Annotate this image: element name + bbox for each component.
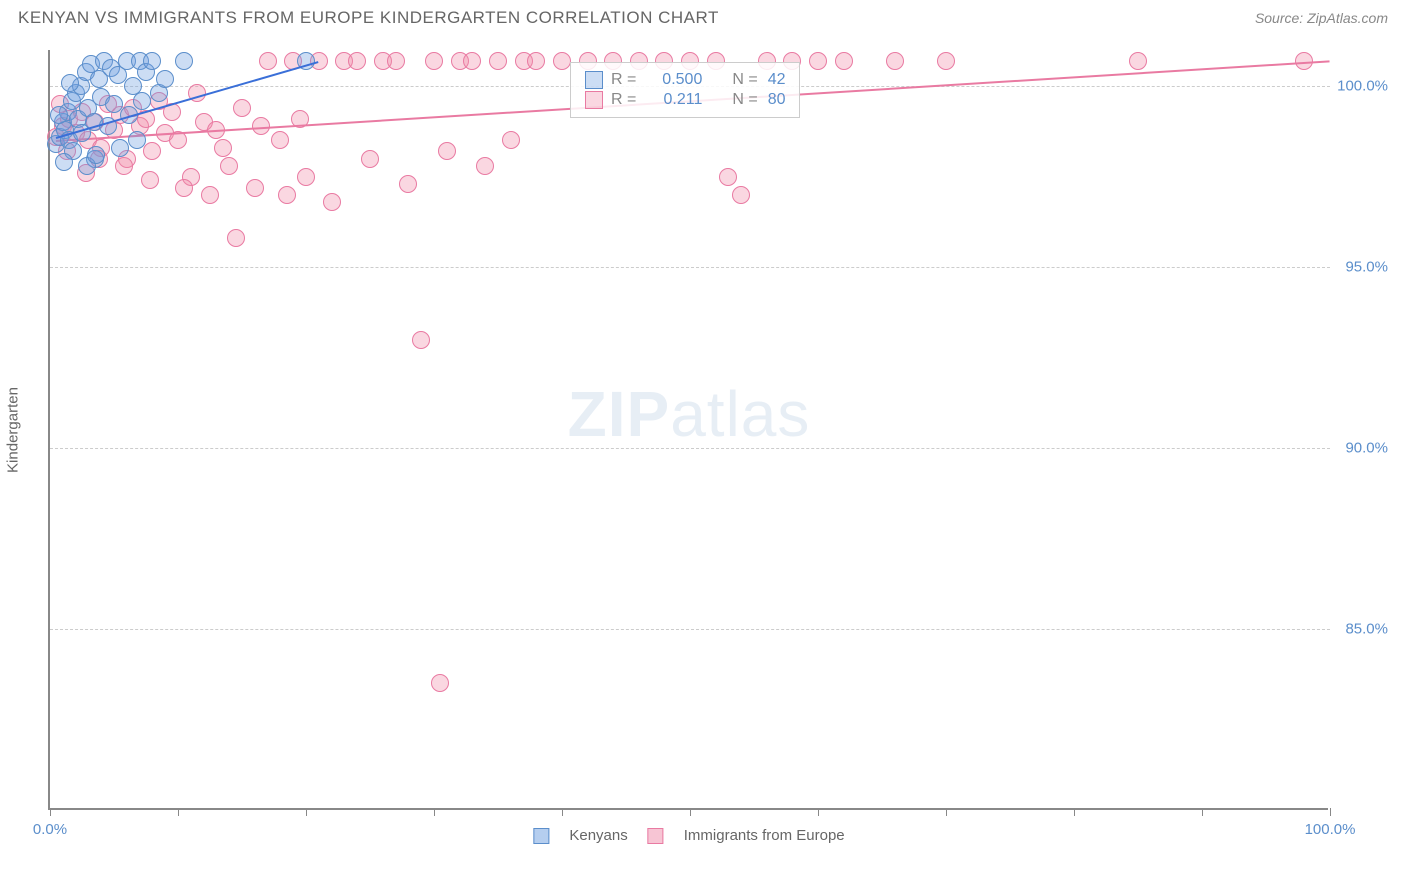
- scatter-point: [201, 186, 219, 204]
- legend-n-value: 80: [768, 91, 786, 109]
- scatter-point: [719, 168, 737, 186]
- scatter-point: [61, 74, 79, 92]
- legend-n-label: N =: [732, 71, 757, 89]
- legend-row: R = 0.211 N = 80: [585, 91, 785, 109]
- scatter-point: [175, 52, 193, 70]
- x-tick: [1202, 808, 1203, 816]
- legend-swatch: [533, 828, 549, 844]
- scatter-point: [399, 175, 417, 193]
- legend-r-label: R =: [611, 91, 636, 109]
- x-tick: [1330, 808, 1331, 816]
- scatter-point: [732, 186, 750, 204]
- chart-header: KENYAN VS IMMIGRANTS FROM EUROPE KINDERG…: [0, 0, 1406, 32]
- chart-source: Source: ZipAtlas.com: [1255, 10, 1388, 26]
- scatter-point: [835, 52, 853, 70]
- legend-r-label: R =: [611, 71, 636, 89]
- scatter-point: [937, 52, 955, 70]
- scatter-point: [128, 131, 146, 149]
- grid-line: [50, 629, 1330, 630]
- legend-series-label: Immigrants from Europe: [684, 827, 845, 844]
- watermark: ZIPatlas: [568, 377, 811, 451]
- scatter-point: [246, 179, 264, 197]
- scatter-point: [463, 52, 481, 70]
- scatter-point: [87, 146, 105, 164]
- legend-row: R = 0.500 N = 42: [585, 71, 785, 89]
- scatter-point: [278, 186, 296, 204]
- scatter-point: [425, 52, 443, 70]
- scatter-point: [143, 142, 161, 160]
- y-tick-label: 95.0%: [1333, 259, 1388, 276]
- x-tick: [50, 808, 51, 816]
- x-tick: [306, 808, 307, 816]
- x-tick: [562, 808, 563, 816]
- x-tick: [178, 808, 179, 816]
- scatter-point: [133, 92, 151, 110]
- scatter-point: [1129, 52, 1147, 70]
- legend-n-value: 42: [768, 71, 786, 89]
- scatter-point: [271, 131, 289, 149]
- x-tick: [818, 808, 819, 816]
- x-tick: [434, 808, 435, 816]
- scatter-point: [412, 331, 430, 349]
- scatter-point: [220, 157, 238, 175]
- scatter-point: [227, 229, 245, 247]
- scatter-point: [489, 52, 507, 70]
- grid-line: [50, 267, 1330, 268]
- legend-swatch: [585, 91, 603, 109]
- y-tick-label: 100.0%: [1333, 78, 1388, 95]
- scatter-point: [297, 168, 315, 186]
- y-axis-label: Kindergarten: [5, 387, 22, 473]
- scatter-point: [323, 193, 341, 211]
- scatter-point: [476, 157, 494, 175]
- scatter-point: [553, 52, 571, 70]
- scatter-point: [361, 150, 379, 168]
- x-tick: [946, 808, 947, 816]
- y-tick-label: 90.0%: [1333, 440, 1388, 457]
- scatter-point: [50, 106, 68, 124]
- scatter-point: [809, 52, 827, 70]
- scatter-point: [214, 139, 232, 157]
- scatter-point: [438, 142, 456, 160]
- scatter-point: [348, 52, 366, 70]
- scatter-point: [886, 52, 904, 70]
- scatter-point: [115, 157, 133, 175]
- legend-r-value: 0.211: [646, 91, 702, 109]
- watermark-bold: ZIP: [568, 378, 671, 450]
- y-tick-label: 85.0%: [1333, 621, 1388, 638]
- scatter-point: [55, 153, 73, 171]
- scatter-point: [233, 99, 251, 117]
- scatter-point: [156, 70, 174, 88]
- scatter-point: [141, 171, 159, 189]
- x-tick: [690, 808, 691, 816]
- scatter-point: [431, 674, 449, 692]
- legend-r-value: 0.500: [646, 71, 702, 89]
- scatter-point: [502, 131, 520, 149]
- legend-n-label: N =: [732, 91, 757, 109]
- scatter-point: [387, 52, 405, 70]
- watermark-light: atlas: [670, 378, 810, 450]
- scatter-point: [175, 179, 193, 197]
- x-tick-label: 0.0%: [33, 821, 67, 838]
- grid-line: [50, 448, 1330, 449]
- legend-series-label: Kenyans: [569, 827, 627, 844]
- legend-swatch: [585, 71, 603, 89]
- legend-stats: R = 0.500 N = 42 R = 0.211 N = 80: [570, 62, 800, 118]
- scatter-point: [259, 52, 277, 70]
- x-tick: [1074, 808, 1075, 816]
- scatter-point: [527, 52, 545, 70]
- x-tick-label: 100.0%: [1305, 821, 1356, 838]
- chart-container: Kindergarten ZIPatlas KenyansImmigrants …: [48, 50, 1388, 810]
- legend-swatch: [648, 828, 664, 844]
- legend-bottom: Kenyans Immigrants from Europe: [533, 827, 844, 844]
- scatter-point: [111, 139, 129, 157]
- plot-area: ZIPatlas KenyansImmigrants from Europe 8…: [48, 50, 1328, 810]
- scatter-point: [143, 52, 161, 70]
- chart-title: KENYAN VS IMMIGRANTS FROM EUROPE KINDERG…: [18, 8, 719, 28]
